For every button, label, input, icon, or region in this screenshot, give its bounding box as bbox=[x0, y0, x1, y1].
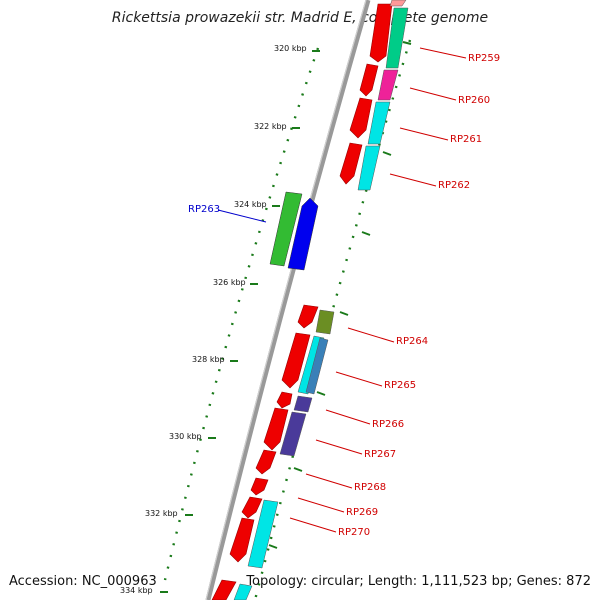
leader-line bbox=[389, 173, 437, 187]
gene-arrow bbox=[287, 197, 319, 271]
gene-label: RP266 bbox=[372, 419, 404, 430]
cds-block bbox=[315, 309, 335, 335]
gene-label: RP270 bbox=[338, 527, 370, 538]
tick-label: 328 kbp bbox=[192, 355, 225, 364]
gene-arrow bbox=[349, 97, 373, 139]
inner-tick-mark bbox=[402, 41, 412, 45]
leader-line bbox=[315, 439, 363, 455]
gene-arrow bbox=[297, 304, 319, 329]
gene-arrow bbox=[255, 449, 277, 475]
gene-arrow bbox=[211, 579, 237, 600]
forward-cds-blocks bbox=[233, 0, 409, 600]
gene-label: RP263 bbox=[188, 204, 220, 215]
gene-label: RP261 bbox=[450, 134, 482, 145]
leader-line bbox=[419, 47, 467, 59]
gene-label: RP260 bbox=[458, 95, 490, 106]
tick-label: 332 kbp bbox=[145, 509, 178, 518]
tick-labels: 320 kbp 322 kbp 324 kbp 326 kbp 328 kbp … bbox=[120, 44, 307, 595]
genome-backbone bbox=[205, 0, 371, 600]
cds-block bbox=[247, 499, 279, 569]
cds-block bbox=[377, 69, 399, 101]
inner-tick-mark bbox=[293, 467, 303, 472]
inner-tick-mark bbox=[382, 151, 392, 156]
tick-label: 334 kbp bbox=[120, 586, 153, 595]
gene-arrow bbox=[241, 496, 263, 519]
tick-marks bbox=[160, 41, 412, 593]
gene-arrow bbox=[339, 142, 363, 185]
tick-label: 324 kbp bbox=[234, 200, 267, 209]
gene-label: RP269 bbox=[346, 507, 378, 518]
gene-labels: RP259 RP260 RP261 RP262 RP264 RP265 RP26… bbox=[188, 53, 500, 538]
gene-arrow bbox=[369, 3, 393, 63]
leader-line bbox=[217, 209, 267, 223]
leader-line bbox=[409, 87, 457, 101]
cds-block bbox=[269, 191, 303, 267]
gene-label: RP262 bbox=[438, 180, 470, 191]
genome-backbone-highlight bbox=[205, 0, 367, 600]
tick-label: 322 kbp bbox=[254, 122, 287, 131]
cds-block bbox=[279, 411, 307, 457]
gene-label: RP265 bbox=[384, 380, 416, 391]
accession-text: Accession: NC_000963 bbox=[9, 574, 157, 589]
leader-line bbox=[305, 473, 353, 489]
tick-label: 320 kbp bbox=[274, 44, 307, 53]
leader-line bbox=[399, 127, 449, 141]
inner-tick-mark bbox=[316, 391, 326, 396]
cds-block bbox=[389, 0, 407, 7]
cds-block bbox=[367, 101, 391, 145]
inner-tick-mark bbox=[361, 231, 371, 236]
gene-arrow bbox=[281, 332, 311, 389]
inner-tick-mark bbox=[339, 311, 349, 316]
leader-line bbox=[335, 371, 383, 387]
inner-tick-mark bbox=[268, 544, 278, 549]
outer-dotted-ring bbox=[163, 47, 320, 581]
cds-block bbox=[357, 145, 381, 191]
gene-label: RP267 bbox=[364, 449, 396, 460]
gene-arrow bbox=[250, 477, 269, 496]
leader-line bbox=[347, 327, 395, 343]
genome-summary-text: Topology: circular; Length: 1,111,523 bp… bbox=[246, 574, 591, 589]
gene-arrow bbox=[359, 63, 379, 97]
cds-block bbox=[233, 583, 253, 600]
leader-line bbox=[289, 517, 337, 533]
gene-arrow bbox=[276, 391, 293, 409]
cds-block bbox=[293, 395, 313, 413]
label-leaders bbox=[217, 47, 467, 533]
cds-block bbox=[385, 7, 409, 69]
cds-block bbox=[305, 337, 329, 395]
gene-label: RP268 bbox=[354, 482, 386, 493]
tick-label: 330 kbp bbox=[169, 432, 202, 441]
forward-strand-genes bbox=[211, 3, 393, 600]
tick-label: 326 kbp bbox=[213, 278, 246, 287]
gene-label: RP259 bbox=[468, 53, 500, 64]
gene-arrow bbox=[229, 517, 255, 563]
leader-line bbox=[297, 497, 345, 513]
gene-arrow bbox=[263, 407, 289, 451]
reverse-strand-genes bbox=[269, 191, 319, 271]
gene-label: RP264 bbox=[396, 336, 428, 347]
leader-line bbox=[325, 409, 371, 425]
